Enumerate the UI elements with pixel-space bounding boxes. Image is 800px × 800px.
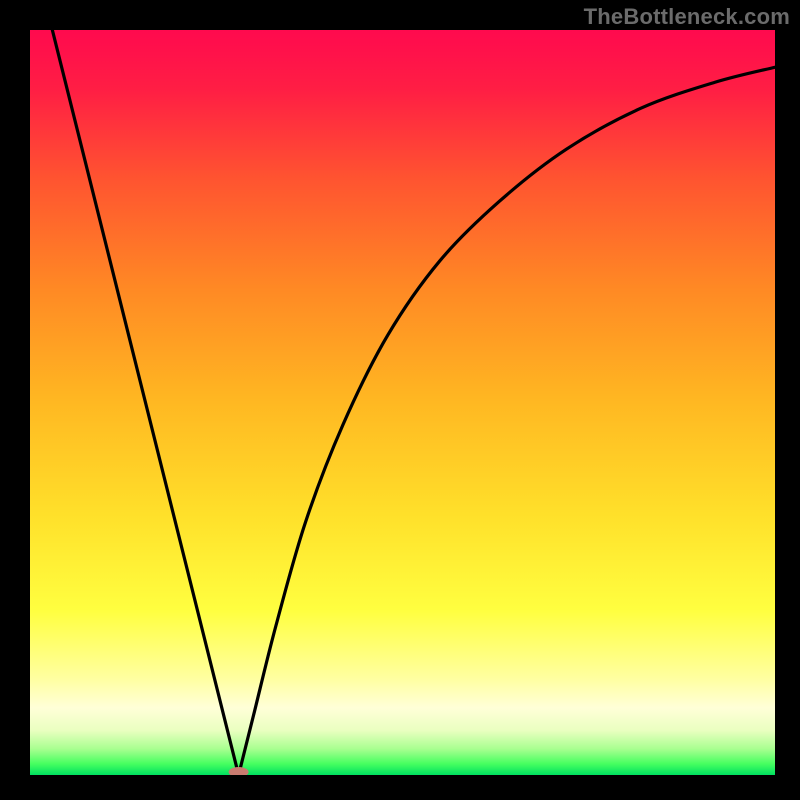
watermark-text: TheBottleneck.com [584,4,790,30]
plot-area [30,30,775,775]
figure-root: TheBottleneck.com [0,0,800,800]
minimum-marker [229,767,249,775]
bottleneck-curve [52,30,775,775]
curve-layer [30,30,775,775]
